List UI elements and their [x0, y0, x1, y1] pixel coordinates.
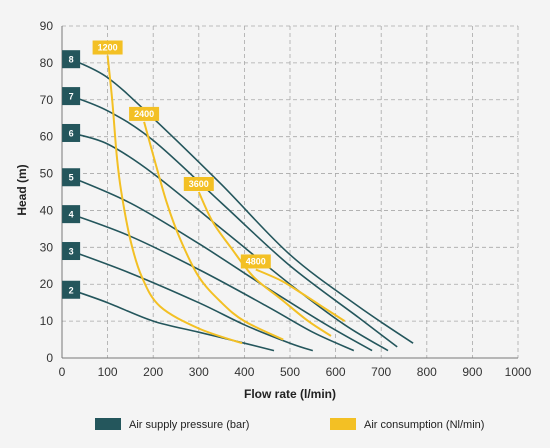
consumption-label-box	[183, 177, 214, 191]
y-tick-label: 0	[46, 351, 53, 365]
y-tick-label: 10	[40, 314, 54, 328]
legend-swatch	[95, 418, 121, 430]
pressure-line-2-bar	[70, 289, 275, 352]
grid	[62, 25, 519, 358]
legend-label: Air consumption (Nl/min)	[364, 419, 484, 431]
pressure-label-box	[62, 123, 81, 142]
pressure-label-5: 5	[62, 168, 81, 187]
consumption-label-3600: 3600	[183, 177, 214, 191]
x-tick-label: 600	[326, 365, 346, 379]
consumption-series	[106, 55, 346, 345]
x-tick-label: 800	[417, 365, 437, 379]
pressure-label-3: 3	[62, 242, 81, 261]
consumption-label-box	[129, 106, 160, 121]
pressure-line-5-bar	[70, 176, 373, 352]
legend-swatch	[330, 418, 356, 430]
consumption-line-4800	[255, 268, 346, 322]
x-tick-label: 400	[234, 365, 254, 379]
consumption-label-4800: 4800	[240, 254, 271, 269]
y-tick-label: 50	[40, 167, 54, 181]
pressure-line-7-bar	[70, 95, 398, 348]
x-tick-label: 700	[371, 365, 391, 379]
legend-label: Air supply pressure (bar)	[129, 419, 249, 431]
pressure-label-text: 7	[69, 92, 74, 102]
x-tick-label: 100	[98, 365, 118, 379]
legend-item: Air consumption (Nl/min)	[330, 418, 484, 431]
x-tick-label: 300	[189, 365, 209, 379]
legend: Air supply pressure (bar) Air consumption…	[95, 418, 484, 431]
pressure-line-4-bar	[70, 213, 355, 352]
pressure-label-box	[62, 280, 81, 299]
y-tick-label: 20	[40, 277, 54, 291]
y-tick-label: 60	[40, 130, 54, 144]
pressure-label-text: 4	[69, 210, 74, 220]
x-tick-labels: 0 100 200 300 400 500 600 700 800 900 1000	[59, 365, 532, 379]
y-axis-title: Head (m)	[15, 164, 29, 215]
pressure-label-box	[62, 242, 81, 261]
y-tick-label: 90	[40, 19, 54, 33]
y-tick-labels: 0 10 20 30 40 50 60 70 80 90	[40, 19, 54, 365]
consumption-label-2400: 2400	[129, 106, 160, 121]
pressure-label-box	[62, 168, 81, 187]
y-tick-label: 80	[40, 56, 54, 70]
consumption-label-1200: 1200	[92, 40, 123, 55]
consumption-labels: 1200 2400 3600 4800	[92, 40, 271, 269]
y-tick-label: 40	[40, 203, 54, 217]
consumption-label-text: 4800	[246, 256, 266, 266]
pressure-label-6: 6	[62, 123, 81, 142]
pressure-label-text: 5	[69, 173, 74, 183]
pressure-label-4: 4	[62, 205, 81, 224]
x-tick-label: 0	[59, 365, 66, 379]
pressure-label-box	[62, 50, 81, 69]
pressure-label-text: 6	[69, 128, 74, 138]
x-tick-label: 500	[280, 365, 300, 379]
pressure-label-text: 8	[69, 55, 74, 65]
pressure-label-box	[62, 205, 81, 224]
legend-item: Air supply pressure (bar)	[95, 418, 249, 431]
y-tick-label: 70	[40, 93, 54, 107]
pressure-line-8-bar	[70, 58, 414, 344]
consumption-line-3600	[197, 191, 332, 337]
consumption-label-text: 2400	[134, 109, 154, 119]
consumption-line-2400	[143, 121, 284, 341]
pressure-label-2: 2	[62, 280, 81, 299]
pressure-label-8: 8	[62, 50, 81, 69]
x-tick-label: 900	[462, 365, 482, 379]
consumption-label-text: 1200	[98, 43, 118, 53]
y-tick-label: 30	[40, 240, 54, 254]
pressure-label-text: 3	[69, 247, 74, 257]
consumption-label-box	[240, 254, 271, 269]
pressure-label-text: 2	[69, 285, 74, 295]
pressure-label-box	[62, 87, 81, 106]
pressure-series	[70, 58, 414, 352]
pressure-line-3-bar	[70, 250, 314, 352]
axes	[61, 26, 518, 359]
pressure-labels: 2 3 4 5 6 7 8	[62, 50, 81, 299]
consumption-label-text: 3600	[189, 179, 209, 189]
x-tick-label: 200	[143, 365, 163, 379]
consumption-line-1200	[106, 55, 243, 345]
pressure-label-7: 7	[62, 87, 81, 106]
x-tick-label: 1000	[505, 365, 532, 379]
x-axis-title: Flow rate (l/min)	[244, 387, 336, 401]
consumption-label-box	[92, 40, 123, 55]
pressure-line-6-bar	[70, 132, 389, 352]
